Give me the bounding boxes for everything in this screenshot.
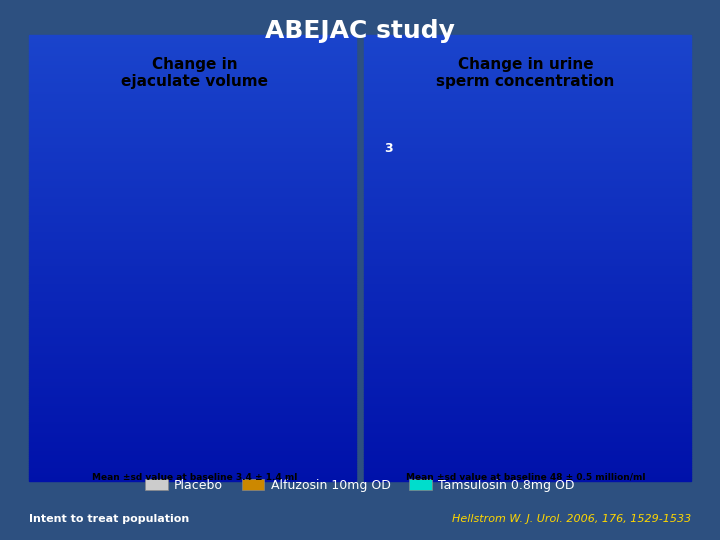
Text: *Tam vs Pbo, p<0.001: *Tam vs Pbo, p<0.001: [155, 212, 264, 222]
Text: Change in urine
sperm concentration: Change in urine sperm concentration: [436, 57, 615, 89]
Text: Change in
ejaculate volume: Change in ejaculate volume: [121, 57, 268, 89]
Bar: [438, 331, 482, 456]
Text: Mean ±sd value at baseline 48 ± 0.5 million/ml: Mean ±sd value at baseline 48 ± 0.5 mill…: [406, 472, 645, 482]
Text: +1.7: +1.7: [599, 286, 631, 299]
Text: +1.4: +1.4: [444, 313, 477, 326]
Text: +0.3: +0.3: [189, 269, 222, 283]
Text: 3: 3: [384, 142, 392, 155]
Bar: [516, 349, 559, 456]
Text: Tam vs Alf, p<0.001: Tam vs Alf, p<0.001: [155, 228, 253, 238]
Text: +1.2: +1.2: [521, 330, 554, 343]
Text: +0.4: +0.4: [107, 265, 140, 278]
Legend: Placebo, Alfuzosin 10mg OD, Tamsulosin 0.8mg OD: Placebo, Alfuzosin 10mg OD, Tamsulosin 0…: [140, 474, 580, 497]
Text: p=ns: p=ns: [433, 221, 469, 234]
Text: Hellstrom W. J. Urol. 2006, 176, 1529-1533: Hellstrom W. J. Urol. 2006, 176, 1529-15…: [452, 514, 691, 524]
Text: -2.4: -2.4: [274, 413, 302, 426]
Bar: [184, 286, 228, 300]
Bar: [266, 300, 311, 407]
Text: Intent to treat population: Intent to treat population: [29, 514, 189, 524]
Y-axis label: Change in urine sperm conc.
(million/ml): Change in urine sperm conc. (million/ml): [382, 211, 404, 389]
Y-axis label: Change in ejaculate volume (ml): Change in ejaculate volume (ml): [50, 199, 60, 401]
Text: *: *: [284, 423, 293, 441]
Bar: [102, 282, 146, 300]
Bar: [594, 304, 636, 456]
Text: Mean ±sd value at baseline 3.4 ± 1.4 ml: Mean ±sd value at baseline 3.4 ± 1.4 ml: [91, 472, 297, 482]
Text: ABEJAC study: ABEJAC study: [265, 19, 455, 43]
